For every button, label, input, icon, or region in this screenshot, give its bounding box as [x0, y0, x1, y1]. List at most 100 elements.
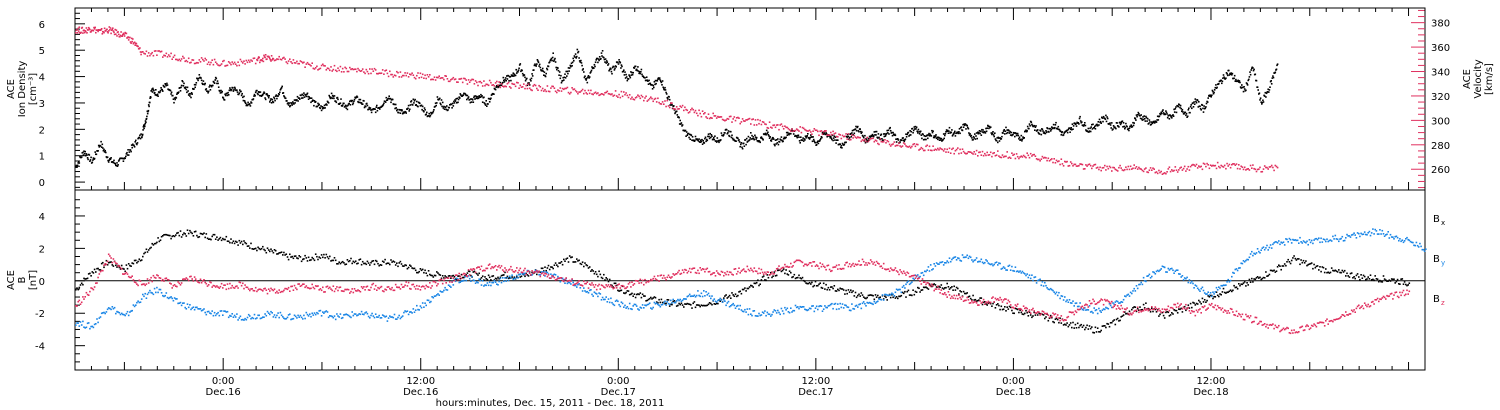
bottom-point	[96, 318, 98, 320]
top-point	[402, 111, 405, 113]
bottom-point	[844, 293, 846, 295]
bottom-point	[1316, 265, 1319, 267]
top-point	[462, 94, 465, 96]
bottom-point	[1273, 269, 1275, 272]
top-point	[101, 143, 104, 146]
top-point	[772, 124, 774, 127]
bottom-point	[914, 290, 917, 293]
bottom-point	[276, 314, 278, 317]
top-point	[752, 136, 754, 138]
bottom-point	[664, 300, 666, 303]
top-point	[652, 100, 654, 103]
top-point	[470, 101, 473, 103]
top-point	[384, 101, 387, 103]
top-point	[330, 96, 332, 99]
bottom-point	[1392, 278, 1394, 281]
top-point	[286, 62, 289, 65]
top-point	[797, 129, 799, 131]
bottom-point	[757, 279, 759, 281]
top-point	[973, 151, 975, 153]
bottom-point	[958, 293, 960, 295]
top-point	[1114, 126, 1116, 128]
bottom-point	[726, 297, 729, 299]
top-point	[417, 72, 419, 74]
top-point	[654, 79, 657, 82]
top-point	[1041, 128, 1044, 131]
bottom-point	[381, 260, 384, 263]
bottom-point	[484, 284, 486, 286]
top-point	[242, 99, 245, 102]
bottom-point	[453, 278, 456, 281]
top-point	[610, 93, 612, 96]
bottom-point	[1366, 278, 1368, 280]
top-point	[1172, 170, 1174, 172]
bottom-point	[931, 285, 933, 288]
bottom-point	[708, 302, 711, 304]
top-point	[771, 127, 773, 129]
bottom-point	[998, 304, 1000, 307]
top-point	[898, 142, 900, 144]
bottom-point	[980, 297, 983, 299]
top-point	[1075, 165, 1078, 167]
top-point	[454, 100, 457, 102]
bottom-point	[1134, 306, 1137, 308]
bottom-point	[995, 304, 998, 306]
top-point	[779, 124, 781, 126]
top-point	[1016, 132, 1019, 135]
top-point	[131, 146, 133, 149]
top-point	[711, 117, 713, 119]
top-point	[990, 132, 993, 134]
top-point	[1100, 122, 1102, 124]
bottom-point	[879, 296, 881, 298]
top-point	[459, 93, 462, 95]
top-point	[1261, 101, 1264, 104]
top-point	[919, 148, 921, 150]
top-point	[864, 134, 866, 137]
top-point	[510, 87, 512, 89]
top-point	[1078, 123, 1080, 125]
bottom-point	[400, 263, 403, 265]
top-point	[964, 152, 966, 154]
top-point	[376, 104, 378, 107]
top-point	[813, 128, 816, 130]
top-point	[618, 59, 620, 61]
bottom-point	[658, 298, 660, 301]
bottom-point	[75, 324, 77, 326]
bottom-point	[1356, 273, 1359, 275]
bottom-point	[151, 292, 153, 294]
bottom-point	[313, 259, 316, 262]
top-point	[623, 69, 625, 71]
bottom-point	[643, 307, 645, 309]
bottom-point	[1132, 307, 1134, 309]
top-point	[845, 133, 847, 135]
top-point	[1146, 120, 1148, 122]
top-point	[753, 138, 756, 141]
top-point	[1078, 117, 1081, 120]
top-point	[1156, 172, 1159, 175]
top-point	[524, 87, 526, 90]
top-point	[803, 138, 806, 140]
top-point	[1234, 164, 1237, 166]
bottom-point	[608, 278, 611, 281]
bottom-point	[84, 278, 86, 280]
bottom-point	[302, 258, 304, 261]
top-point	[664, 86, 666, 89]
top-point	[1273, 169, 1275, 172]
bottom-point	[506, 275, 509, 278]
bottom-point	[808, 281, 811, 284]
top-point	[348, 102, 350, 105]
top-point	[1040, 158, 1043, 160]
bottom-point	[833, 285, 836, 287]
bottom-point	[383, 261, 385, 263]
bottom-point	[1187, 304, 1190, 306]
top-point	[1152, 167, 1154, 169]
top-point	[1045, 157, 1047, 159]
top-point	[211, 59, 213, 61]
bottom-point	[496, 278, 498, 280]
top-point	[618, 61, 621, 63]
bottom-point	[345, 313, 348, 315]
bottom-point	[493, 279, 496, 282]
top-point	[721, 118, 724, 121]
bottom-point	[396, 318, 398, 320]
top-point	[371, 108, 374, 111]
